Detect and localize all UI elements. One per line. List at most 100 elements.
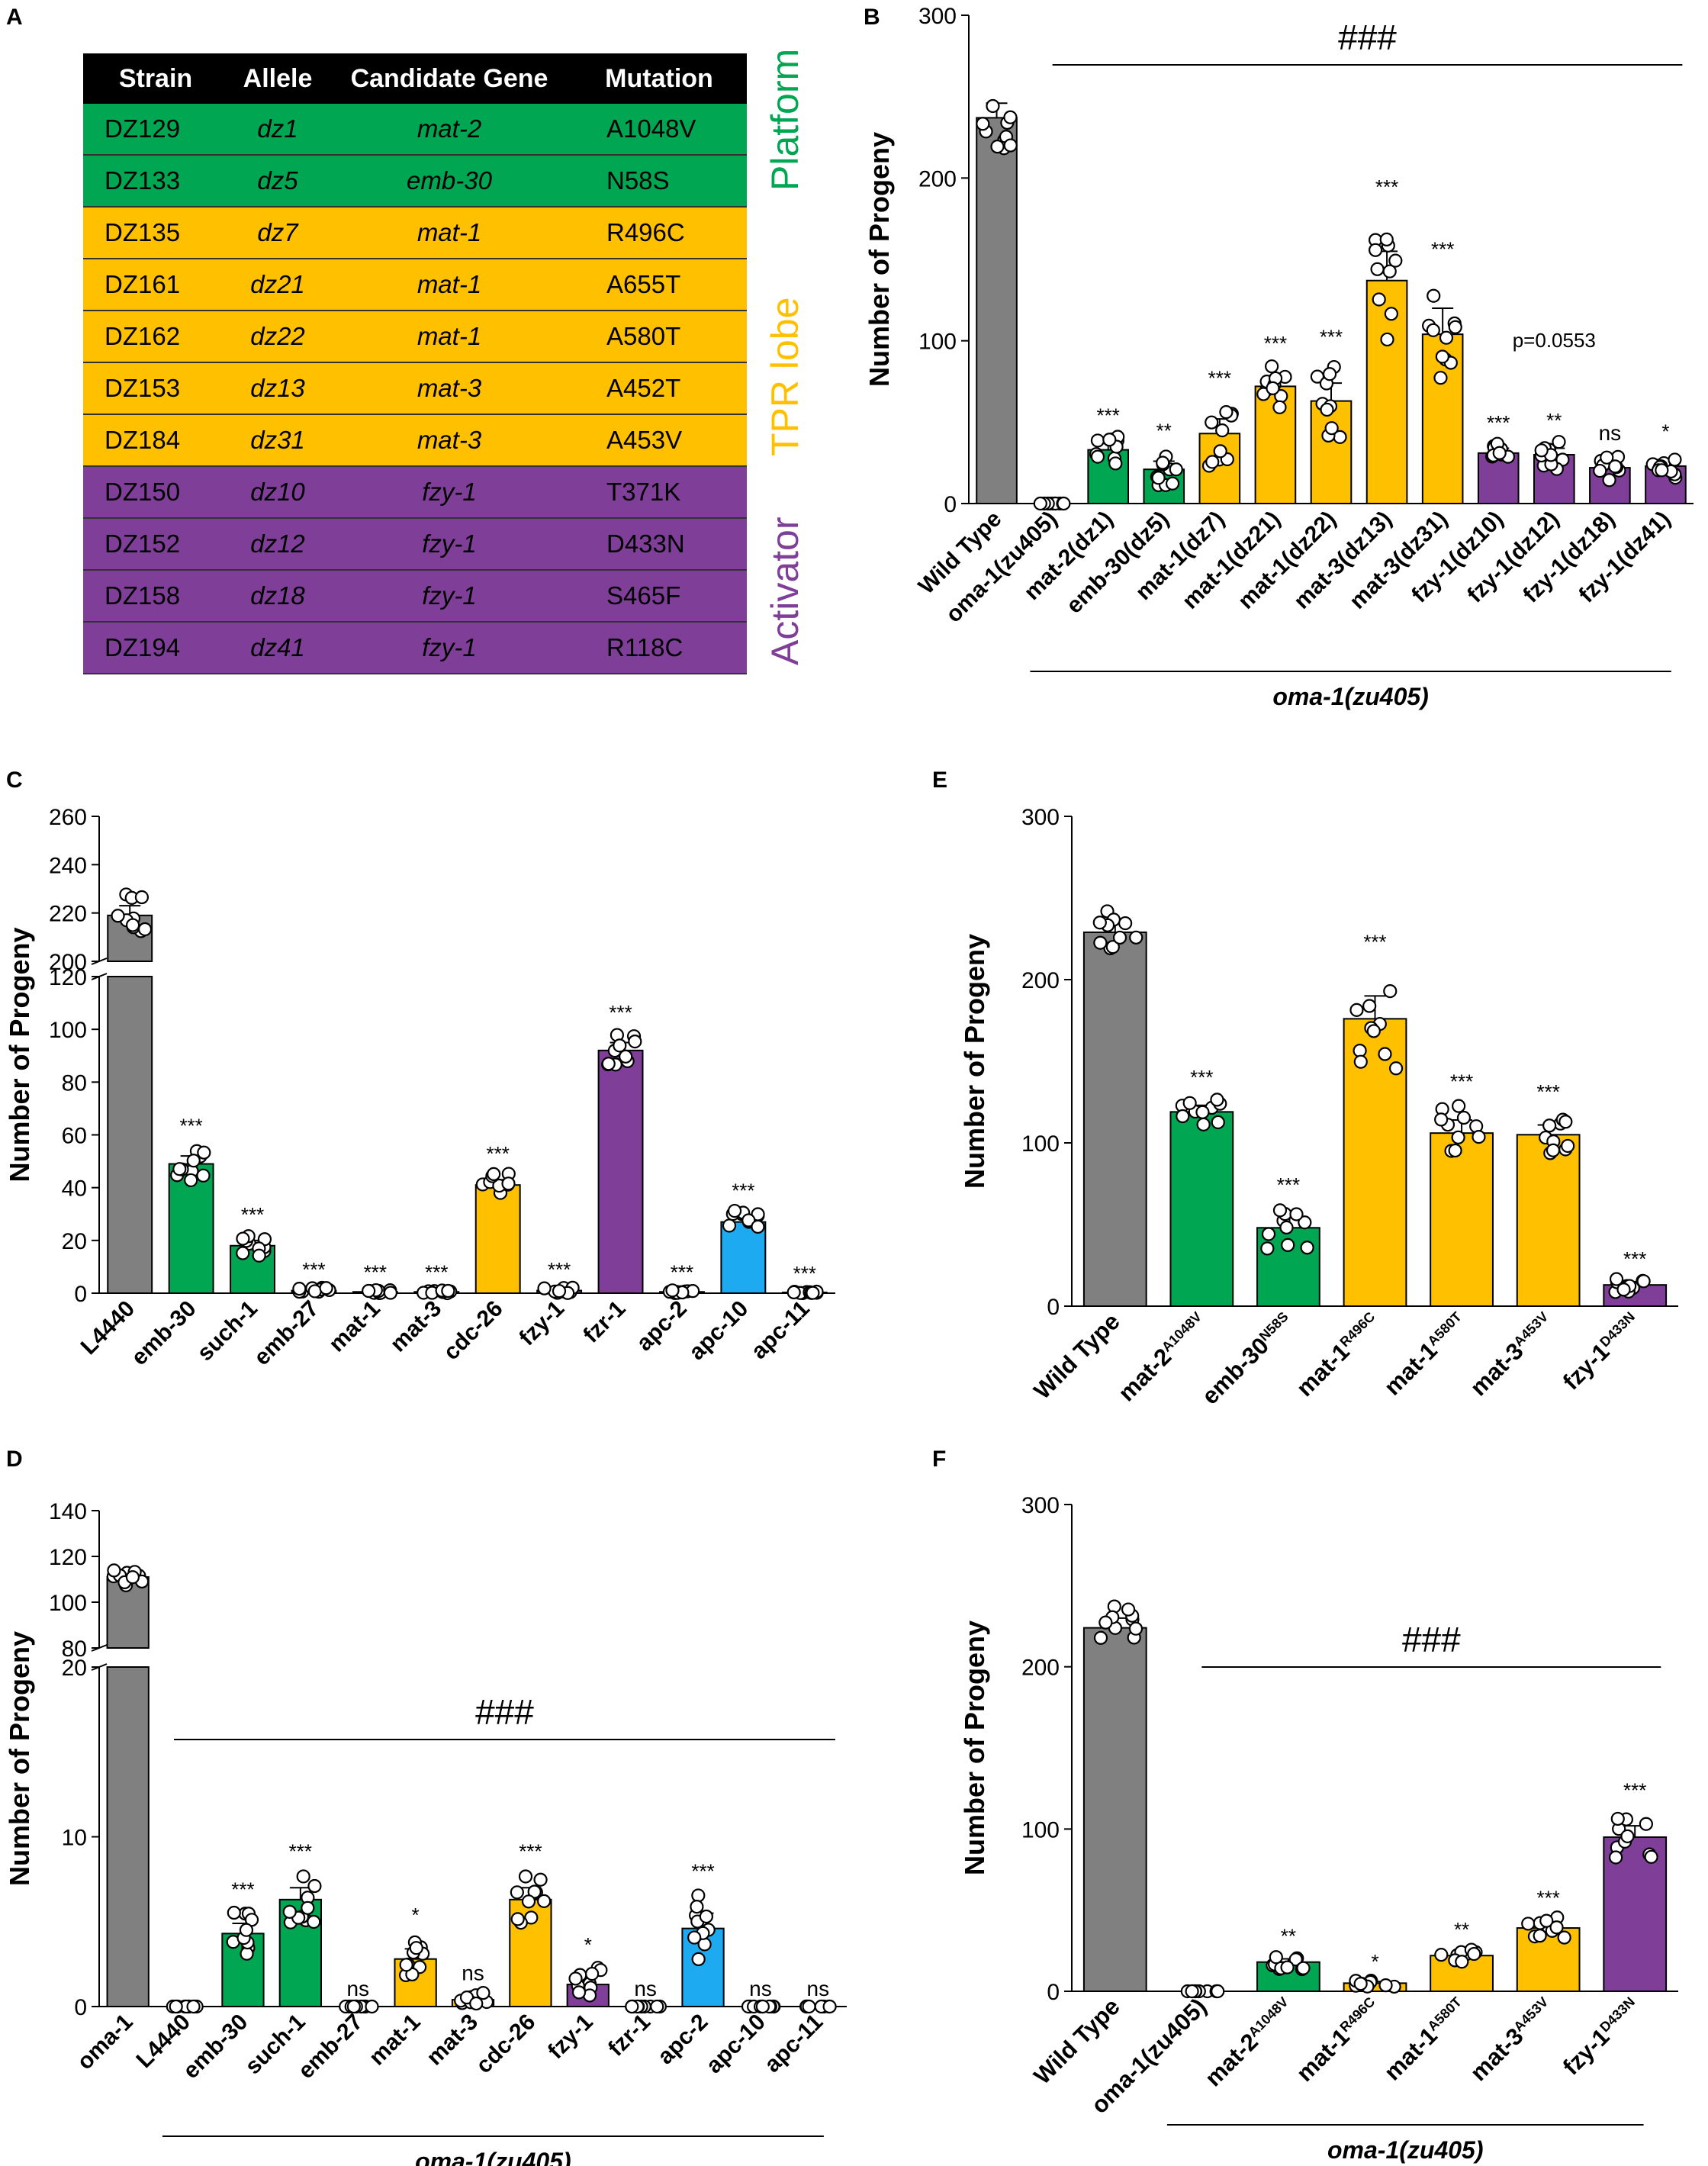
x-tick-label: mat-3A453V bbox=[1465, 1308, 1558, 1401]
table-cell-strain: DZ129 bbox=[83, 104, 228, 156]
table-row: DZ158 dz18 fzy-1 S465F bbox=[83, 570, 747, 623]
data-point bbox=[1434, 1112, 1449, 1127]
table-cell-gene: mat-3 bbox=[327, 362, 571, 415]
data-point bbox=[1593, 463, 1607, 478]
significance-label: *** bbox=[732, 1180, 754, 1202]
data-point bbox=[1368, 243, 1383, 257]
data-point bbox=[1300, 1241, 1314, 1255]
chart-e: 0 100 200 300 Number of Progeny Wild Type *** m… bbox=[959, 805, 1678, 1410]
x-tick-label: mat-3A453V bbox=[1465, 1993, 1558, 2086]
data-point bbox=[1636, 1274, 1651, 1289]
data-point bbox=[585, 1966, 600, 1981]
table-cell-mutation: A452T bbox=[571, 362, 747, 415]
data-point bbox=[1388, 1061, 1404, 1076]
y-tick-label: 80 bbox=[62, 1637, 87, 1662]
data-point bbox=[619, 1049, 633, 1064]
bar bbox=[597, 1049, 644, 1295]
data-point bbox=[301, 1900, 315, 1915]
table-cell-allele: dz10 bbox=[228, 466, 327, 519]
significance-label: *** bbox=[1097, 404, 1120, 426]
data-point bbox=[571, 1985, 587, 2000]
significance-label: *** bbox=[1363, 930, 1386, 953]
x-tick-label: fzr-1 bbox=[578, 1296, 630, 1348]
x-tick-label: emb-27 bbox=[249, 1296, 324, 1371]
data-point bbox=[1003, 110, 1018, 124]
data-point bbox=[1165, 476, 1180, 491]
data-point bbox=[741, 1213, 756, 1228]
table-cell-gene: mat-2 bbox=[327, 104, 571, 156]
bracket-label: oma-1(zu405) bbox=[1272, 683, 1429, 710]
x-tick-superscript: A1048V bbox=[1159, 1309, 1205, 1355]
significance-label: *** bbox=[1320, 326, 1343, 349]
data-point bbox=[1388, 253, 1403, 268]
data-point bbox=[362, 1283, 376, 1299]
y-tick-label: 300 bbox=[1021, 1493, 1060, 1518]
data-point bbox=[319, 1281, 333, 1295]
significance-label: ** bbox=[1454, 1918, 1469, 1941]
table-cell-mutation: T371K bbox=[571, 466, 747, 519]
data-point bbox=[227, 1905, 241, 1920]
data-point bbox=[552, 1284, 567, 1299]
x-tick-superscript: D433N bbox=[1597, 1994, 1638, 2036]
table-cell-allele: dz5 bbox=[228, 155, 327, 208]
data-point bbox=[236, 1246, 250, 1260]
x-tick-superscript: A453V bbox=[1510, 1309, 1551, 1350]
data-point bbox=[1600, 450, 1614, 465]
data-point bbox=[1108, 456, 1123, 471]
table-row: DZ135 dz7 mat-1 R496C bbox=[83, 207, 747, 259]
panel-label-a: A bbox=[6, 5, 23, 30]
data-point bbox=[1534, 443, 1549, 458]
y-tick-label: 20 bbox=[62, 1229, 87, 1254]
table-cell-strain: DZ133 bbox=[83, 155, 228, 208]
data-point bbox=[383, 1286, 397, 1300]
x-tick-label: fzy-1 bbox=[514, 1296, 569, 1351]
data-point bbox=[1151, 471, 1166, 485]
data-point bbox=[1434, 1948, 1449, 1962]
data-point bbox=[1370, 262, 1385, 276]
table-cell-gene: fzy-1 bbox=[327, 570, 571, 623]
data-point bbox=[537, 1894, 552, 1908]
data-point bbox=[186, 1154, 201, 1168]
data-point bbox=[137, 922, 153, 937]
p-value-label: p=0.0553 bbox=[1513, 329, 1596, 352]
table-cell-allele: dz13 bbox=[228, 362, 327, 415]
data-point bbox=[1609, 1272, 1624, 1286]
data-point bbox=[722, 1218, 737, 1233]
table-cell-gene: mat-1 bbox=[327, 259, 571, 311]
activator-label-text: Activator bbox=[764, 517, 806, 665]
data-point bbox=[1102, 433, 1117, 447]
data-point bbox=[1448, 1143, 1462, 1158]
table-cell-allele: dz7 bbox=[228, 207, 327, 259]
data-point bbox=[687, 1930, 702, 1945]
x-tick-label: mat-1R496C bbox=[1291, 1993, 1385, 2087]
y-tick-label: 100 bbox=[49, 1018, 87, 1043]
bracket-label: oma-1(zu405) bbox=[1327, 2136, 1484, 2164]
significance-label: ns bbox=[1599, 421, 1622, 445]
bar bbox=[1082, 1627, 1147, 1993]
significance-label: *** bbox=[519, 1839, 542, 1862]
data-point bbox=[806, 1286, 820, 1300]
data-point bbox=[691, 1952, 706, 1966]
data-point bbox=[1272, 1203, 1288, 1218]
data-point bbox=[197, 1145, 211, 1160]
significance-label: *** bbox=[231, 1878, 254, 1901]
table-row: DZ194 dz41 fzy-1 R118C bbox=[83, 622, 747, 674]
table-cell-mutation: N58S bbox=[571, 155, 747, 208]
significance-label: *** bbox=[425, 1261, 448, 1284]
data-point bbox=[1378, 1047, 1392, 1061]
table-cell-gene: fzy-1 bbox=[327, 518, 571, 571]
data-point bbox=[1093, 935, 1108, 950]
significance-label: *** bbox=[289, 1839, 312, 1862]
bar bbox=[1169, 1111, 1234, 1307]
data-point bbox=[986, 98, 1000, 114]
data-point bbox=[307, 1914, 321, 1929]
y-tick-label: 200 bbox=[49, 950, 87, 975]
significance-label: *** bbox=[364, 1261, 387, 1284]
data-point bbox=[1003, 138, 1018, 153]
y-tick-label: 200 bbox=[918, 166, 957, 191]
data-point bbox=[1288, 1952, 1303, 1967]
x-tick-label: fzr-1 bbox=[603, 2010, 655, 2061]
bar bbox=[1310, 400, 1353, 504]
y-tick-label: 100 bbox=[918, 330, 957, 355]
